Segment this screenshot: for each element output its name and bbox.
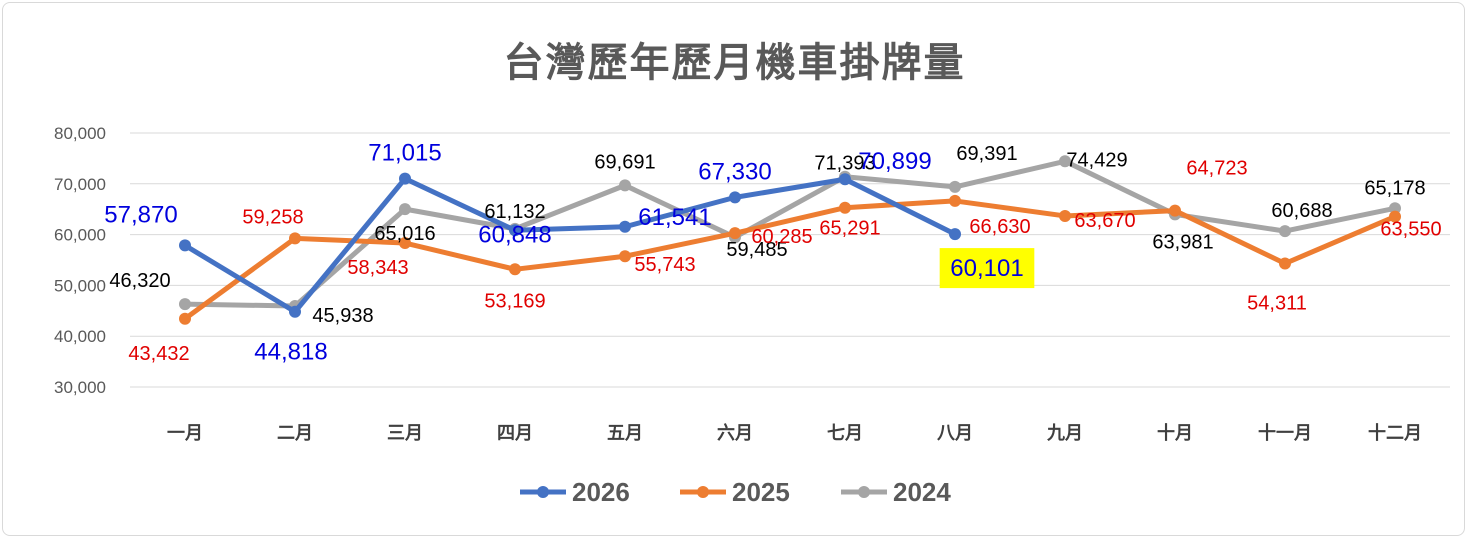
label-highlight: [939, 248, 1035, 289]
data-label-2026: 70,899: [858, 148, 931, 175]
data-point-2024: [619, 179, 631, 192]
data-label-2025: 53,169: [484, 290, 545, 312]
data-point-2025: [1169, 204, 1181, 217]
x-axis-categories: 一月 二月 三月 四月 五月 六月 七月 八月 九月 十月 十一月 十二月: [167, 422, 1422, 444]
y-tick-label: 80,000: [54, 124, 106, 143]
x-tick-label: 七月: [827, 423, 863, 444]
x-tick-label: 五月: [607, 423, 643, 444]
data-point-2026: [179, 239, 191, 252]
legend: 2026 2025 2024: [520, 477, 951, 507]
data-label-2026: 44,818: [254, 339, 327, 366]
x-tick-label: 六月: [717, 422, 753, 444]
data-label-2025: 60,285: [751, 226, 812, 248]
gridlines: [130, 132, 1450, 388]
data-point-2024: [1389, 202, 1401, 215]
data-point-2024: [949, 180, 961, 193]
data-point-2025: [399, 237, 411, 250]
data-label-2025: 59,258: [242, 206, 303, 228]
x-tick-label: 二月: [277, 423, 313, 444]
y-axis-ticks: 80,000 70,000 60,000 50,000 40,000 30,000: [54, 124, 106, 397]
data-label-2025: 66,630: [969, 216, 1030, 238]
data-label-2025: 64,723: [1186, 158, 1247, 180]
data-point-2026: [729, 191, 741, 204]
y-tick-label: 50,000: [54, 276, 106, 295]
data-point-2025: [179, 312, 191, 325]
legend-label-2025: 2025: [732, 477, 790, 507]
data-label-2024: 45,938: [312, 305, 373, 327]
data-label-2024: 61,132: [484, 201, 545, 223]
data-label-2025: 55,743: [634, 254, 695, 276]
data-point-2026: [619, 220, 631, 233]
data-point-2025: [729, 227, 741, 240]
data-label-2024: 69,691: [594, 151, 655, 173]
data-label-2026: 61,541: [638, 204, 711, 231]
data-label-2024: 65,178: [1364, 177, 1425, 199]
y-tick-label: 60,000: [54, 226, 106, 245]
data-label-2024: 63,981: [1152, 231, 1213, 253]
data-point-2025: [949, 194, 961, 207]
series-line-2026: [183, 176, 957, 315]
y-tick-label: 70,000: [54, 175, 106, 194]
data-point-2025: [1389, 210, 1401, 223]
data-point-2025: [839, 201, 851, 214]
x-tick-label: 十一月: [1258, 422, 1312, 444]
data-point-2024: [179, 298, 191, 311]
x-tick-label: 十二月: [1368, 422, 1422, 444]
series-lines: [179, 155, 1401, 325]
data-label-2024: 59,485: [726, 239, 787, 261]
data-point-2025: [619, 250, 631, 263]
data-point-2026: [509, 224, 521, 237]
data-point-2025: [1059, 209, 1071, 222]
data-label-2026: 57,870: [104, 201, 177, 228]
legend-label-2024: 2024: [893, 477, 951, 507]
data-label-2026: 71,015: [368, 140, 441, 167]
data-label-2025: 43,432: [128, 343, 189, 365]
data-label-2025: 58,343: [347, 257, 408, 279]
data-point-2026: [839, 173, 851, 186]
x-tick-label: 三月: [387, 423, 423, 444]
legend-marker-2024: [858, 486, 870, 498]
x-tick-label: 四月: [497, 423, 533, 444]
data-point-2024: [1279, 225, 1291, 238]
data-point-2024: [399, 203, 411, 216]
x-tick-label: 八月: [937, 423, 973, 444]
data-point-2026: [399, 172, 411, 185]
x-tick-label: 九月: [1046, 423, 1083, 444]
data-label-2025: 54,311: [1247, 293, 1307, 315]
data-label-2024: 74,429: [1066, 149, 1127, 171]
data-label-2024: 71,393: [814, 153, 875, 175]
data-point-2026: [289, 305, 301, 318]
data-label-2024: 60,688: [1271, 200, 1332, 222]
chart-title: 台灣歷年歷月機車掛牌量: [503, 40, 966, 86]
data-label-2024: 65,016: [374, 223, 435, 245]
y-tick-label: 30,000: [54, 378, 106, 397]
data-point-2026: [949, 228, 961, 241]
legend-marker-2025: [697, 486, 709, 498]
data-point-2024: [1059, 155, 1071, 168]
data-point-2025: [509, 263, 521, 276]
data-point-2025: [289, 232, 301, 245]
data-label-2025: 65,291: [819, 218, 880, 240]
data-label-2025: 63,550: [1380, 219, 1441, 241]
legend-marker-2026: [537, 486, 549, 498]
x-tick-label: 一月: [167, 423, 203, 444]
series-line-2025: [183, 198, 1396, 321]
data-labels: 46,320 45,938 65,016 61,132 69,691 59,485 71,3…: [104, 140, 1441, 366]
y-tick-label: 40,000: [54, 327, 106, 346]
data-label-2024: 69,391: [956, 143, 1017, 165]
data-label-2024: 46,320: [109, 270, 170, 292]
data-label-2026: 67,330: [698, 158, 771, 185]
data-point-2025: [1279, 257, 1291, 270]
legend-label-2026: 2026: [572, 477, 630, 507]
data-label-2025: 63,670: [1074, 210, 1135, 232]
data-label-2026: 60,848: [478, 221, 551, 248]
data-label-2026: 60,101: [950, 255, 1023, 282]
x-tick-label: 十月: [1157, 422, 1193, 444]
